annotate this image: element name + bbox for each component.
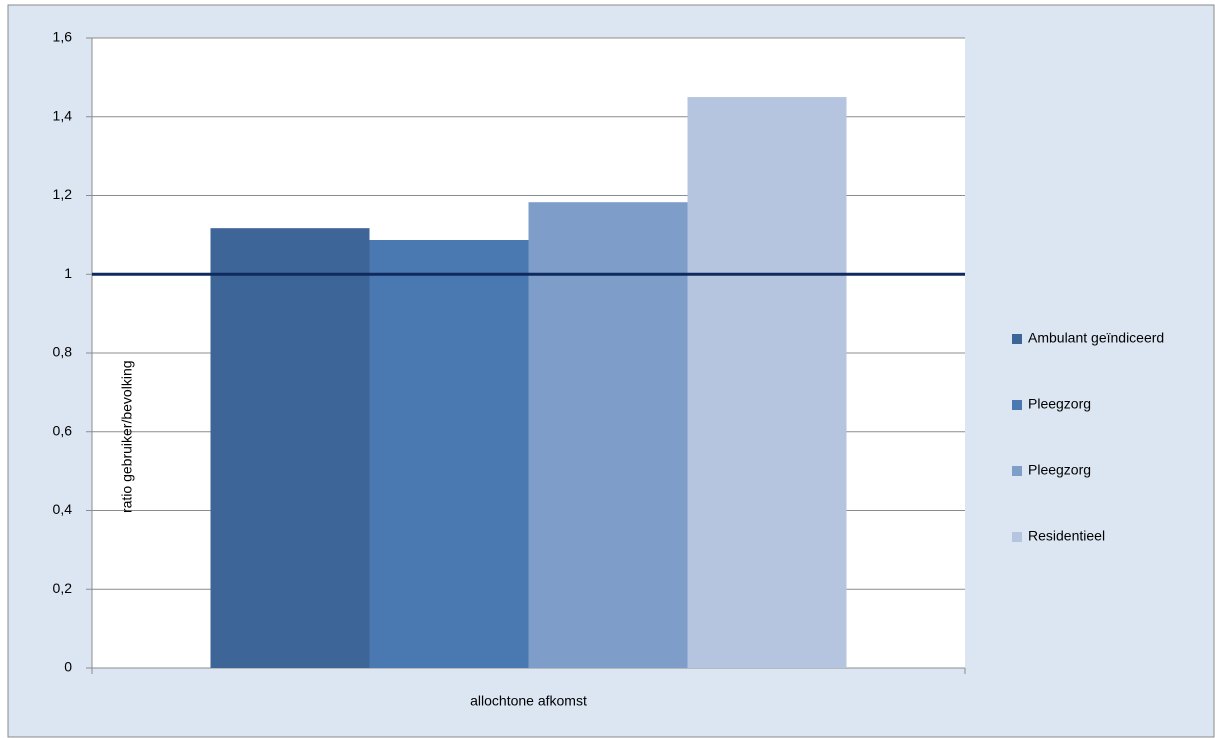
- y-tick-label: 0,6: [53, 422, 73, 438]
- y-tick-label: 1,2: [53, 186, 73, 202]
- x-tick-label: allochtone afkomst: [470, 693, 587, 709]
- y-tick-label: 0,4: [53, 501, 73, 517]
- legend-label: Pleegzorg: [1028, 396, 1091, 412]
- y-tick-label: 1: [64, 265, 72, 281]
- y-axis-label: ratio gebruiker/bevolking: [119, 360, 135, 513]
- bar: [687, 97, 847, 668]
- bar: [369, 239, 529, 668]
- legend-swatch: [1012, 334, 1022, 344]
- bar: [528, 202, 688, 668]
- bar: [210, 228, 370, 668]
- legend-label: Residentieel: [1028, 528, 1105, 544]
- y-tick-label: 1,6: [53, 29, 73, 45]
- legend-swatch: [1012, 532, 1022, 542]
- y-tick-label: 1,4: [53, 107, 73, 123]
- legend-swatch: [1012, 400, 1022, 410]
- y-tick-label: 0,2: [53, 580, 73, 596]
- legend-label: Ambulant geïndiceerd: [1028, 330, 1164, 346]
- y-tick-label: 0: [64, 659, 72, 675]
- y-tick-label: 0,8: [53, 344, 73, 360]
- legend-swatch: [1012, 466, 1022, 476]
- legend-label: Pleegzorg: [1028, 462, 1091, 478]
